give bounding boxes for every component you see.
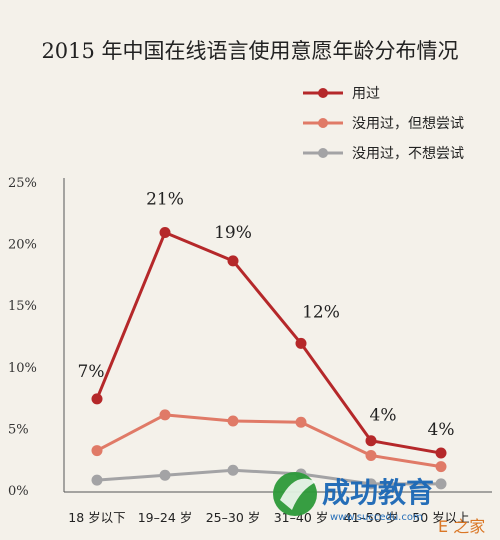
y-tick-label: 20%	[8, 238, 37, 253]
y-tick-label: 25%	[8, 176, 37, 191]
x-category-label: 41–50 岁	[344, 510, 399, 525]
data-label: 19%	[214, 223, 252, 243]
data-point	[227, 255, 239, 267]
data-label: 4%	[370, 406, 397, 426]
watermark: 成功教育 www.succedu.com E 之家	[273, 472, 485, 536]
data-point	[295, 337, 307, 349]
data-point	[435, 478, 447, 490]
x-category-label: 50 岁以上	[412, 510, 469, 525]
chart-title: 2015 年中国在线语言使用意愿年龄分布情况	[41, 39, 458, 63]
legend-label: 没用过，但想尝试	[352, 116, 464, 132]
data-point	[159, 469, 171, 481]
legend-label: 用过	[352, 86, 380, 102]
y-tick-label: 10%	[8, 361, 37, 376]
data-point	[365, 478, 377, 490]
data-label: 7%	[78, 362, 105, 382]
data-label: 4%	[428, 420, 455, 440]
data-point	[159, 227, 171, 239]
x-category-labels: 18 岁以下 19–24 岁 25–30 岁 31–40 岁 41–50 岁 50 岁以上	[68, 510, 469, 525]
data-label: 12%	[302, 302, 340, 322]
x-category-label: 25–30 岁	[206, 510, 261, 525]
data-point	[91, 474, 103, 486]
data-point	[365, 435, 377, 447]
watermark-url: www.succedu.com	[330, 512, 423, 523]
series-line	[95, 231, 442, 455]
axes	[63, 178, 492, 493]
data-point	[91, 393, 103, 405]
legend-label: 没用过，不想尝试	[352, 146, 464, 162]
data-labels: 7% 21% 19% 12% 4% 4%	[78, 190, 455, 441]
y-tick-label: 15%	[8, 299, 37, 314]
series-group	[91, 227, 447, 490]
legend-marker	[318, 88, 328, 98]
y-tick-labels: 0% 5% 10% 15% 20% 25%	[8, 176, 37, 499]
x-category-label: 19–24 岁	[138, 510, 193, 525]
watermark-corner: E 之家	[438, 517, 485, 536]
legend-marker	[318, 118, 328, 128]
y-tick-label: 5%	[8, 422, 29, 437]
data-point	[227, 415, 239, 427]
x-category-label: 18 岁以下	[68, 510, 125, 525]
legend-marker	[318, 148, 328, 158]
data-point	[365, 450, 377, 462]
data-point	[295, 416, 307, 428]
data-point	[227, 464, 239, 476]
watermark-brand: 成功教育	[322, 476, 434, 509]
watermark-swoosh-icon	[280, 478, 316, 510]
data-point	[435, 461, 447, 473]
data-point	[91, 445, 103, 457]
series-line	[96, 468, 441, 486]
series-line	[96, 413, 442, 469]
y-tick-label: 0%	[8, 484, 29, 499]
data-label: 21%	[146, 190, 184, 210]
data-point	[159, 409, 171, 421]
data-point	[435, 447, 447, 459]
